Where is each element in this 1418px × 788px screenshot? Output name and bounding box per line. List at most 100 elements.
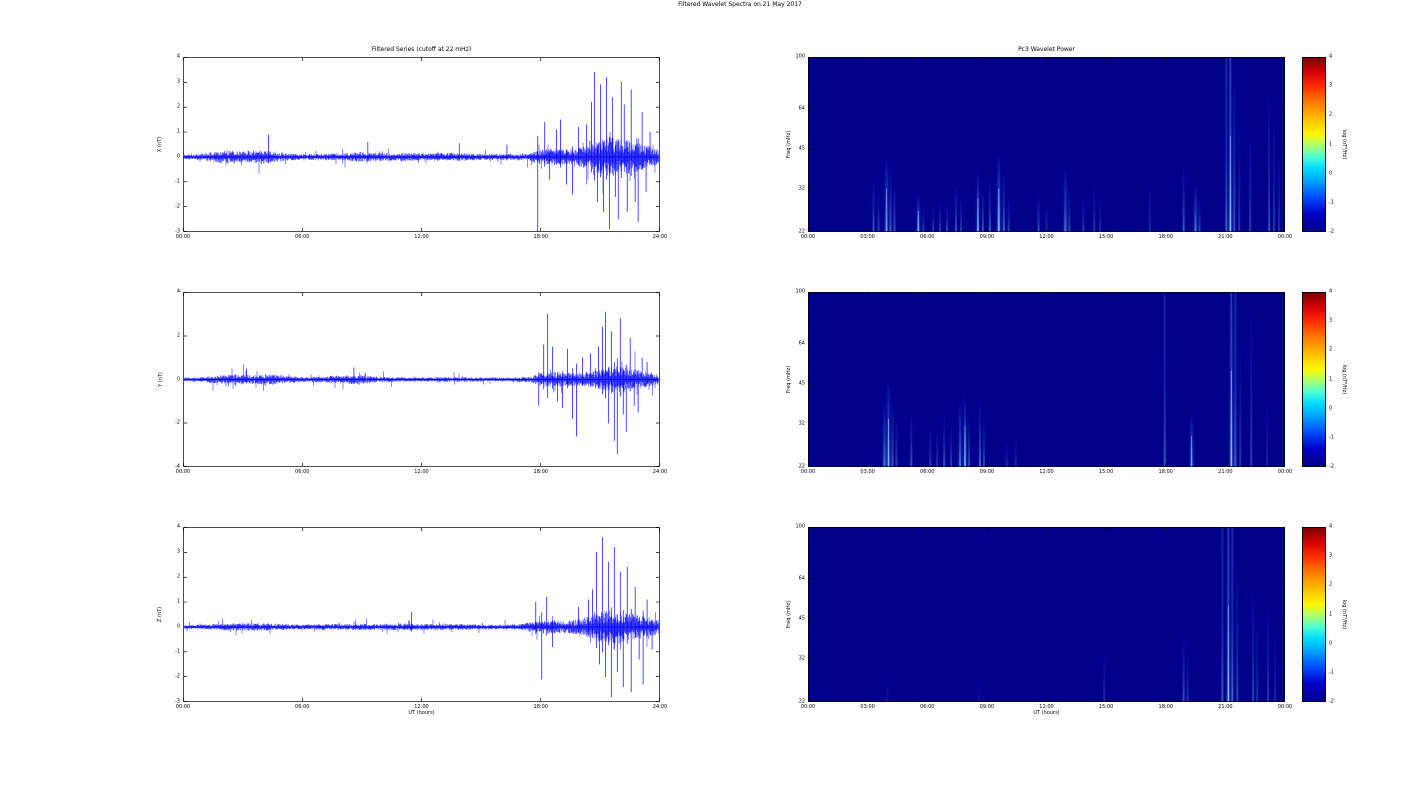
colorbar-tick-label: 4 (1329, 53, 1333, 60)
y-tick-label: -4 (175, 463, 180, 470)
y-tick-label: 3 (176, 548, 180, 555)
y-tick-label: 0 (176, 153, 180, 160)
freq-tick-label: 100 (795, 53, 805, 60)
freq-tick-label: 22 (798, 463, 805, 470)
x-tick-label: 12:00 (1039, 469, 1054, 475)
x-tick-label: 00:00 (800, 704, 816, 710)
x-tick-label: 00:00 (1277, 469, 1293, 475)
colorbar-row1 (1302, 292, 1326, 467)
spectrogram-x-plot (808, 57, 1285, 232)
colorbar-tick-label: -1 (1329, 434, 1334, 441)
wavelet-power-title: Pc3 Wavelet Power (1018, 46, 1075, 53)
y-tick-label: -1 (175, 178, 180, 185)
x-tick-label: 21:00 (1218, 234, 1233, 240)
x-tick-label: 00:00 (800, 469, 816, 475)
colorbar-tick-label: 1 (1329, 611, 1333, 617)
x-tick-label: 03:00 (860, 469, 875, 475)
x-tick-label: 00:00 (1277, 234, 1293, 240)
x-tick-label: 06:00 (295, 469, 310, 475)
freq-tick-label: 32 (798, 655, 805, 662)
y-tick-label: 4 (176, 523, 180, 530)
x-tick-label: 06:00 (920, 234, 935, 240)
x-tick-label: 00:00 (175, 704, 191, 710)
colorbar-label-row2: log (nT²/Hz) (1341, 599, 1348, 630)
x-tick-label: 09:00 (979, 234, 995, 240)
freq-tick-label: 64 (798, 340, 805, 347)
ylabel-y-component: Y (nT) (157, 372, 164, 387)
x-tick-label: 12:00 (414, 234, 429, 240)
colorbar-tick-label: -2 (1329, 463, 1334, 470)
colorbar-tick-label: -2 (1329, 228, 1334, 235)
y-tick-label: -2 (175, 419, 180, 426)
colorbar-tick-label: 2 (1329, 111, 1333, 118)
y-tick-label: 2 (176, 332, 180, 339)
timeseries-y-plot (183, 292, 660, 467)
xlabel-spectrogram: UT (hours) (1033, 710, 1060, 716)
x-tick-label: 03:00 (860, 704, 875, 710)
colorbar-tick-label: -2 (1329, 698, 1334, 705)
x-tick-label: 09:00 (979, 469, 995, 475)
spectrogram-z-plot (808, 527, 1285, 702)
x-tick-label: 18:00 (533, 234, 548, 240)
y-tick-label: -2 (175, 203, 180, 210)
x-tick-label: 18:00 (1158, 469, 1173, 475)
colorbar-tick-label: 4 (1329, 523, 1333, 530)
colorbar-tick-label: 2 (1329, 346, 1333, 353)
ylabel-x-component: X (nT) (157, 136, 164, 153)
y-tick-label: 1 (176, 598, 180, 605)
x-tick-label: 09:00 (979, 704, 995, 710)
timeseries-title: Filtered Series (cutoff at 22 mHz) (371, 46, 472, 53)
colorbar-tick-label: 1 (1329, 141, 1333, 147)
colorbar-tick-label: 2 (1329, 581, 1333, 588)
x-tick-label: 18:00 (1158, 704, 1173, 710)
colorbar-label-row1: log (nT²/Hz) (1341, 364, 1348, 395)
x-tick-label: 15:00 (1098, 234, 1114, 240)
ylabel-z-component: Z (nT) (157, 606, 164, 623)
colorbar-tick-label: -1 (1329, 669, 1334, 676)
ylabel-freq-row2: Freq (mHz) (786, 600, 793, 629)
x-tick-label: 03:00 (860, 234, 875, 240)
colorbar-tick-label: 3 (1329, 552, 1333, 559)
spectrogram-y-plot (808, 292, 1285, 467)
x-tick-label: 24:00 (652, 234, 668, 240)
freq-tick-label: 22 (798, 698, 805, 705)
x-tick-label: 00:00 (175, 469, 191, 475)
y-tick-label: -1 (175, 648, 180, 655)
colorbar-tick-label: 3 (1329, 82, 1333, 89)
freq-tick-label: 100 (795, 288, 805, 295)
x-tick-label: 06:00 (920, 469, 935, 475)
figure-title: Filtered Wavelet Spectra on 21 May 2017 (678, 1, 802, 8)
timeseries-z-plot (183, 527, 660, 702)
xlabel-timeseries: UT (hours) (408, 710, 435, 716)
x-tick-label: 18:00 (1158, 234, 1173, 240)
x-tick-label: 12:00 (414, 704, 429, 710)
y-tick-label: 2 (176, 573, 180, 580)
x-tick-label: 21:00 (1218, 469, 1233, 475)
freq-tick-label: 32 (798, 185, 805, 192)
y-tick-label: -2 (175, 673, 180, 680)
colorbar-tick-label: 1 (1329, 376, 1333, 382)
y-tick-label: 1 (176, 128, 180, 135)
ylabel-freq-row1: Freq (mHz) (786, 365, 793, 394)
colorbar-tick-label: -1 (1329, 199, 1334, 206)
x-tick-label: 06:00 (295, 234, 310, 240)
freq-tick-label: 100 (795, 523, 805, 530)
x-tick-label: 06:00 (295, 704, 310, 710)
colorbar-tick-label: 4 (1329, 288, 1333, 295)
x-tick-label: 12:00 (1039, 234, 1054, 240)
freq-tick-label: 32 (798, 420, 805, 427)
freq-tick-label: 45 (798, 380, 805, 387)
x-tick-label: 15:00 (1098, 469, 1114, 475)
x-tick-label: 15:00 (1098, 704, 1114, 710)
x-tick-label: 00:00 (1277, 704, 1293, 710)
colorbar-label-row0: log (nT²/Hz) (1341, 129, 1348, 160)
x-tick-label: 12:00 (1039, 704, 1054, 710)
x-tick-label: 06:00 (920, 704, 935, 710)
colorbar-tick-label: 0 (1329, 170, 1333, 177)
y-tick-label: 4 (176, 53, 180, 60)
freq-tick-label: 45 (798, 615, 805, 622)
freq-tick-label: 64 (798, 105, 805, 112)
y-tick-label: 0 (176, 376, 180, 382)
colorbar-tick-label: 0 (1329, 640, 1333, 647)
